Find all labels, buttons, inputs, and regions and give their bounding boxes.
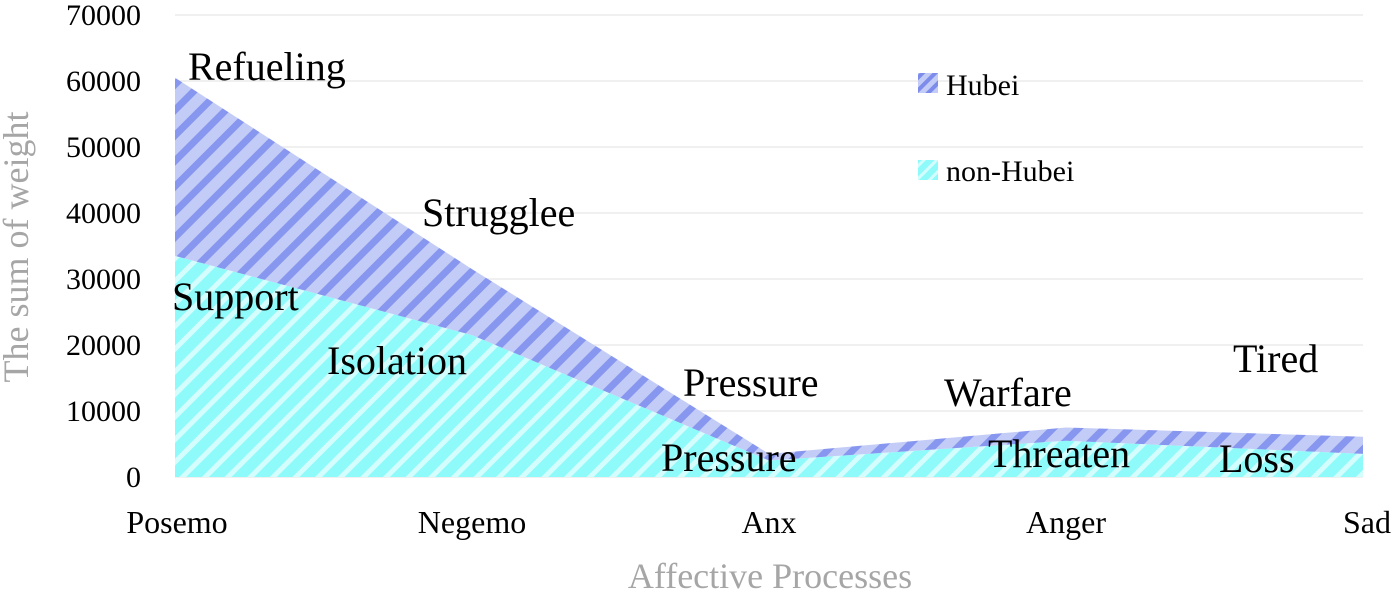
y-tick-label: 30000 xyxy=(66,263,141,296)
y-tick-label: 60000 xyxy=(66,65,141,98)
y-axis-title: The sum of weight xyxy=(0,112,36,383)
area-non-hubei xyxy=(175,255,1363,477)
area-series xyxy=(175,77,1363,477)
x-tick-label: Sad xyxy=(1343,504,1391,540)
x-tick-label: Negemo xyxy=(418,504,526,540)
annotation-pressure: Pressure xyxy=(661,435,797,480)
legend: Hubei non-Hubei xyxy=(918,69,1074,188)
annotation-loss: Loss xyxy=(1219,436,1295,481)
x-tick-label: Anx xyxy=(741,504,796,540)
y-tick-label: 50000 xyxy=(66,131,141,164)
annotation-isolation: Isolation xyxy=(327,338,467,383)
x-axis-title: Affective Processes xyxy=(628,556,912,593)
annotation-strugglee: Strugglee xyxy=(422,190,575,235)
annotation-threaten: Threaten xyxy=(988,431,1130,476)
annotation-warfare: Warfare xyxy=(944,370,1072,415)
y-tick-label: 0 xyxy=(126,461,141,494)
annotation-tired: Tired xyxy=(1233,336,1318,381)
x-axis-ticks: Posemo Negemo Anx Anger Sad xyxy=(126,504,1391,540)
y-tick-label: 20000 xyxy=(66,329,141,362)
legend-label-hubei: Hubei xyxy=(946,69,1019,102)
y-tick-label: 40000 xyxy=(66,197,141,230)
y-tick-label: 10000 xyxy=(66,395,141,428)
legend-label-non-hubei: non-Hubei xyxy=(946,155,1074,188)
legend-swatch-non-hubei xyxy=(918,160,938,180)
area-annotations: Refueling Support Strugglee Isolation Pressu… xyxy=(172,44,1318,481)
y-axis-ticks: 0 10000 20000 30000 40000 50000 60000 70000 xyxy=(66,0,141,494)
x-tick-label: Posemo xyxy=(126,504,227,540)
legend-swatch-hubei xyxy=(918,73,938,93)
annotation-support: Support xyxy=(172,274,299,319)
area-hubei xyxy=(175,77,1363,461)
annotation-pressure: Pressure xyxy=(683,360,819,405)
y-tick-label: 70000 xyxy=(66,0,141,32)
x-tick-label: Anger xyxy=(1026,504,1106,540)
annotation-refueling: Refueling xyxy=(188,44,346,89)
